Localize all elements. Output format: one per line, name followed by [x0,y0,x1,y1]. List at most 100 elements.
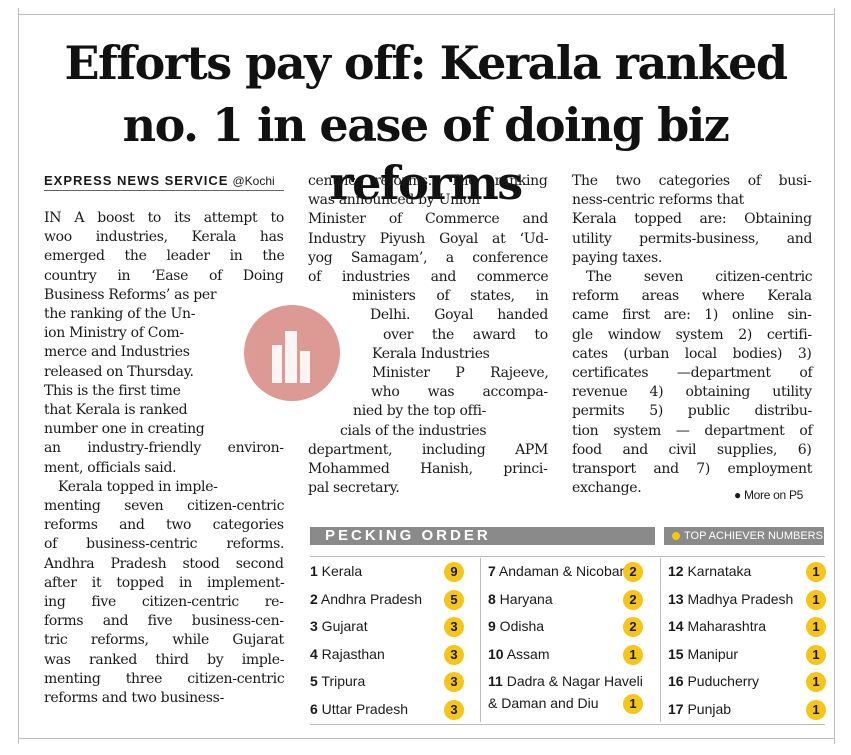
article-line: woo industries, Kerala has [44,229,284,246]
achiever-count-badge: 1 [806,562,826,582]
frame-left [18,8,19,744]
headline-line-1: Efforts pay off: Kerala ranked [64,36,788,90]
achiever-count-badge: 1 [806,644,826,665]
pecking-row: 12 Karnataka [668,563,751,579]
pecking-row: 1 Kerala [310,563,362,579]
article-line: the ranking of the Un- [44,306,196,322]
pecking-row: 17 Punjab [668,701,731,717]
article-line: of business-centric reforms. [44,536,285,553]
article-line: cials of the industries [340,422,487,439]
achiever-count-badge: 9 [444,562,464,582]
achiever-count-badge: 2 [623,617,643,637]
article-line: that Kerala is ranked [44,402,188,418]
achiever-count-badge: 1 [806,589,826,610]
more-on-page[interactable]: ● More on P5 [734,488,804,502]
rank-number: 3 [310,618,318,634]
rank-number: 11 [488,673,503,689]
rank-number: 9 [488,618,496,634]
pecking-row: 3 Gujarat [310,618,368,634]
headline-line-2: no. 1 in ease of doing biz reforms [122,98,730,210]
pecking-row: 5 Tripura [310,673,365,689]
article-line: transport and 7) employment [572,461,813,477]
article-line: menting three citizen-centric [44,670,285,687]
badge-dot-icon [672,532,680,540]
state-name: Puducherry [683,673,760,689]
article-line: Kerala Industries [372,345,490,362]
rank-number: 12 [668,563,684,579]
top-achiever-note: TOP ACHIEVER NUMBERS [684,530,823,542]
rank-number: 4 [310,645,318,662]
article-line: Business Reforms’ as per [44,286,217,303]
state-name: Karnataka [683,563,752,579]
article-line: IN A boost to its attempt to [44,210,284,226]
rank-number: 6 [310,700,318,717]
article-line: over the award to [383,326,548,343]
article-line: ing five citizen-centric re- [44,594,284,610]
achiever-count-badge: 2 [623,589,643,610]
achiever-count-badge: 1 [623,644,643,665]
article-line: nied by the top offi- [353,403,487,420]
article-line: released on Thursday. [44,363,194,380]
pecking-order-title: PECKING ORDER [325,527,491,544]
achiever-count-badge: 3 [444,672,464,692]
article-line: menting seven citizen-centric [44,498,285,514]
rank-number: 5 [310,673,318,689]
state-name: Madhya Pradesh [683,590,794,607]
article-line: an industry-friendly environ- [44,440,284,457]
pecking-row: 14 Maharashtra [668,618,766,634]
state-name: Rajasthan [317,645,385,662]
frame-right [834,8,835,744]
rank-number: 1 [310,563,318,579]
pecking-row: 7 Andaman & Nicobar [488,563,624,579]
article-line: This is the first time [44,382,181,399]
table-column-divider [480,558,481,722]
state-name: Manipur [683,645,739,662]
article-line: Kerala topped in imple- [58,478,218,495]
article-line: Andhra Pradesh stood second [44,555,284,572]
article-line: permits 5) public distribu- [572,403,812,420]
byline-rule [44,190,284,191]
article-line: tion system — department of [572,422,813,439]
table-rule [310,724,825,725]
state-name: Punjab [683,700,732,717]
article-line: Delhi. Goyal handed [370,307,549,324]
frame-top [18,14,834,15]
state-name: Kerala [317,563,363,579]
pecking-row: 6 Uttar Pradesh [310,701,408,717]
pecking-row: 13 Madhya Pradesh [668,591,793,607]
article-line: ministers of states, in [352,288,549,305]
article-line: country in ‘Ease of Doing [44,267,284,284]
article-line: Minister P Rajeeve, [372,365,549,381]
article-line: forms and five business-cen- [44,613,284,630]
table-rule [310,556,825,557]
article-line: The two categories of busi- [572,173,812,189]
article-line: Mohammed Hanish, princi- [308,461,548,477]
article-line: yog Samagam’, a conference [308,249,549,266]
pecking-row: 16 Puducherry [668,673,759,689]
rank-number: 14 [668,618,684,634]
article-line: came first are: 1) online sin- [572,307,812,324]
achiever-count-badge: 5 [444,589,464,610]
byline: EXPRESS NEWS SERVICE @Kochi [44,172,275,190]
article-line: Kerala topped are: Obtaining [572,211,812,228]
top-achiever-header [664,527,824,545]
frame-bottom [18,738,834,739]
article-line: ness-centric reforms that [572,192,744,209]
article-line: centric reforms. The ranking [308,173,548,189]
article-line: food and civil supplies, 6) [572,441,812,458]
table-column-divider [660,558,661,722]
article-line: The seven citizen-centric [586,269,813,285]
achiever-count-badge: 2 [623,562,643,582]
pecking-row: 9 Odisha [488,618,544,634]
article-line: was announced by Union [308,192,480,209]
rank-number: 2 [310,590,318,607]
article-line: merce and Industries [44,344,190,361]
article-line: reforms and two categories [44,517,284,534]
rank-number: 15 [668,645,684,662]
state-name: Haryana [495,590,553,607]
state-name-continued: & Daman and Diu [488,695,599,711]
article-line: of industries and commerce [308,269,549,285]
state-name: Odisha [495,618,545,634]
achiever-count-badge: 1 [806,617,826,637]
rank-number: 17 [668,700,684,717]
